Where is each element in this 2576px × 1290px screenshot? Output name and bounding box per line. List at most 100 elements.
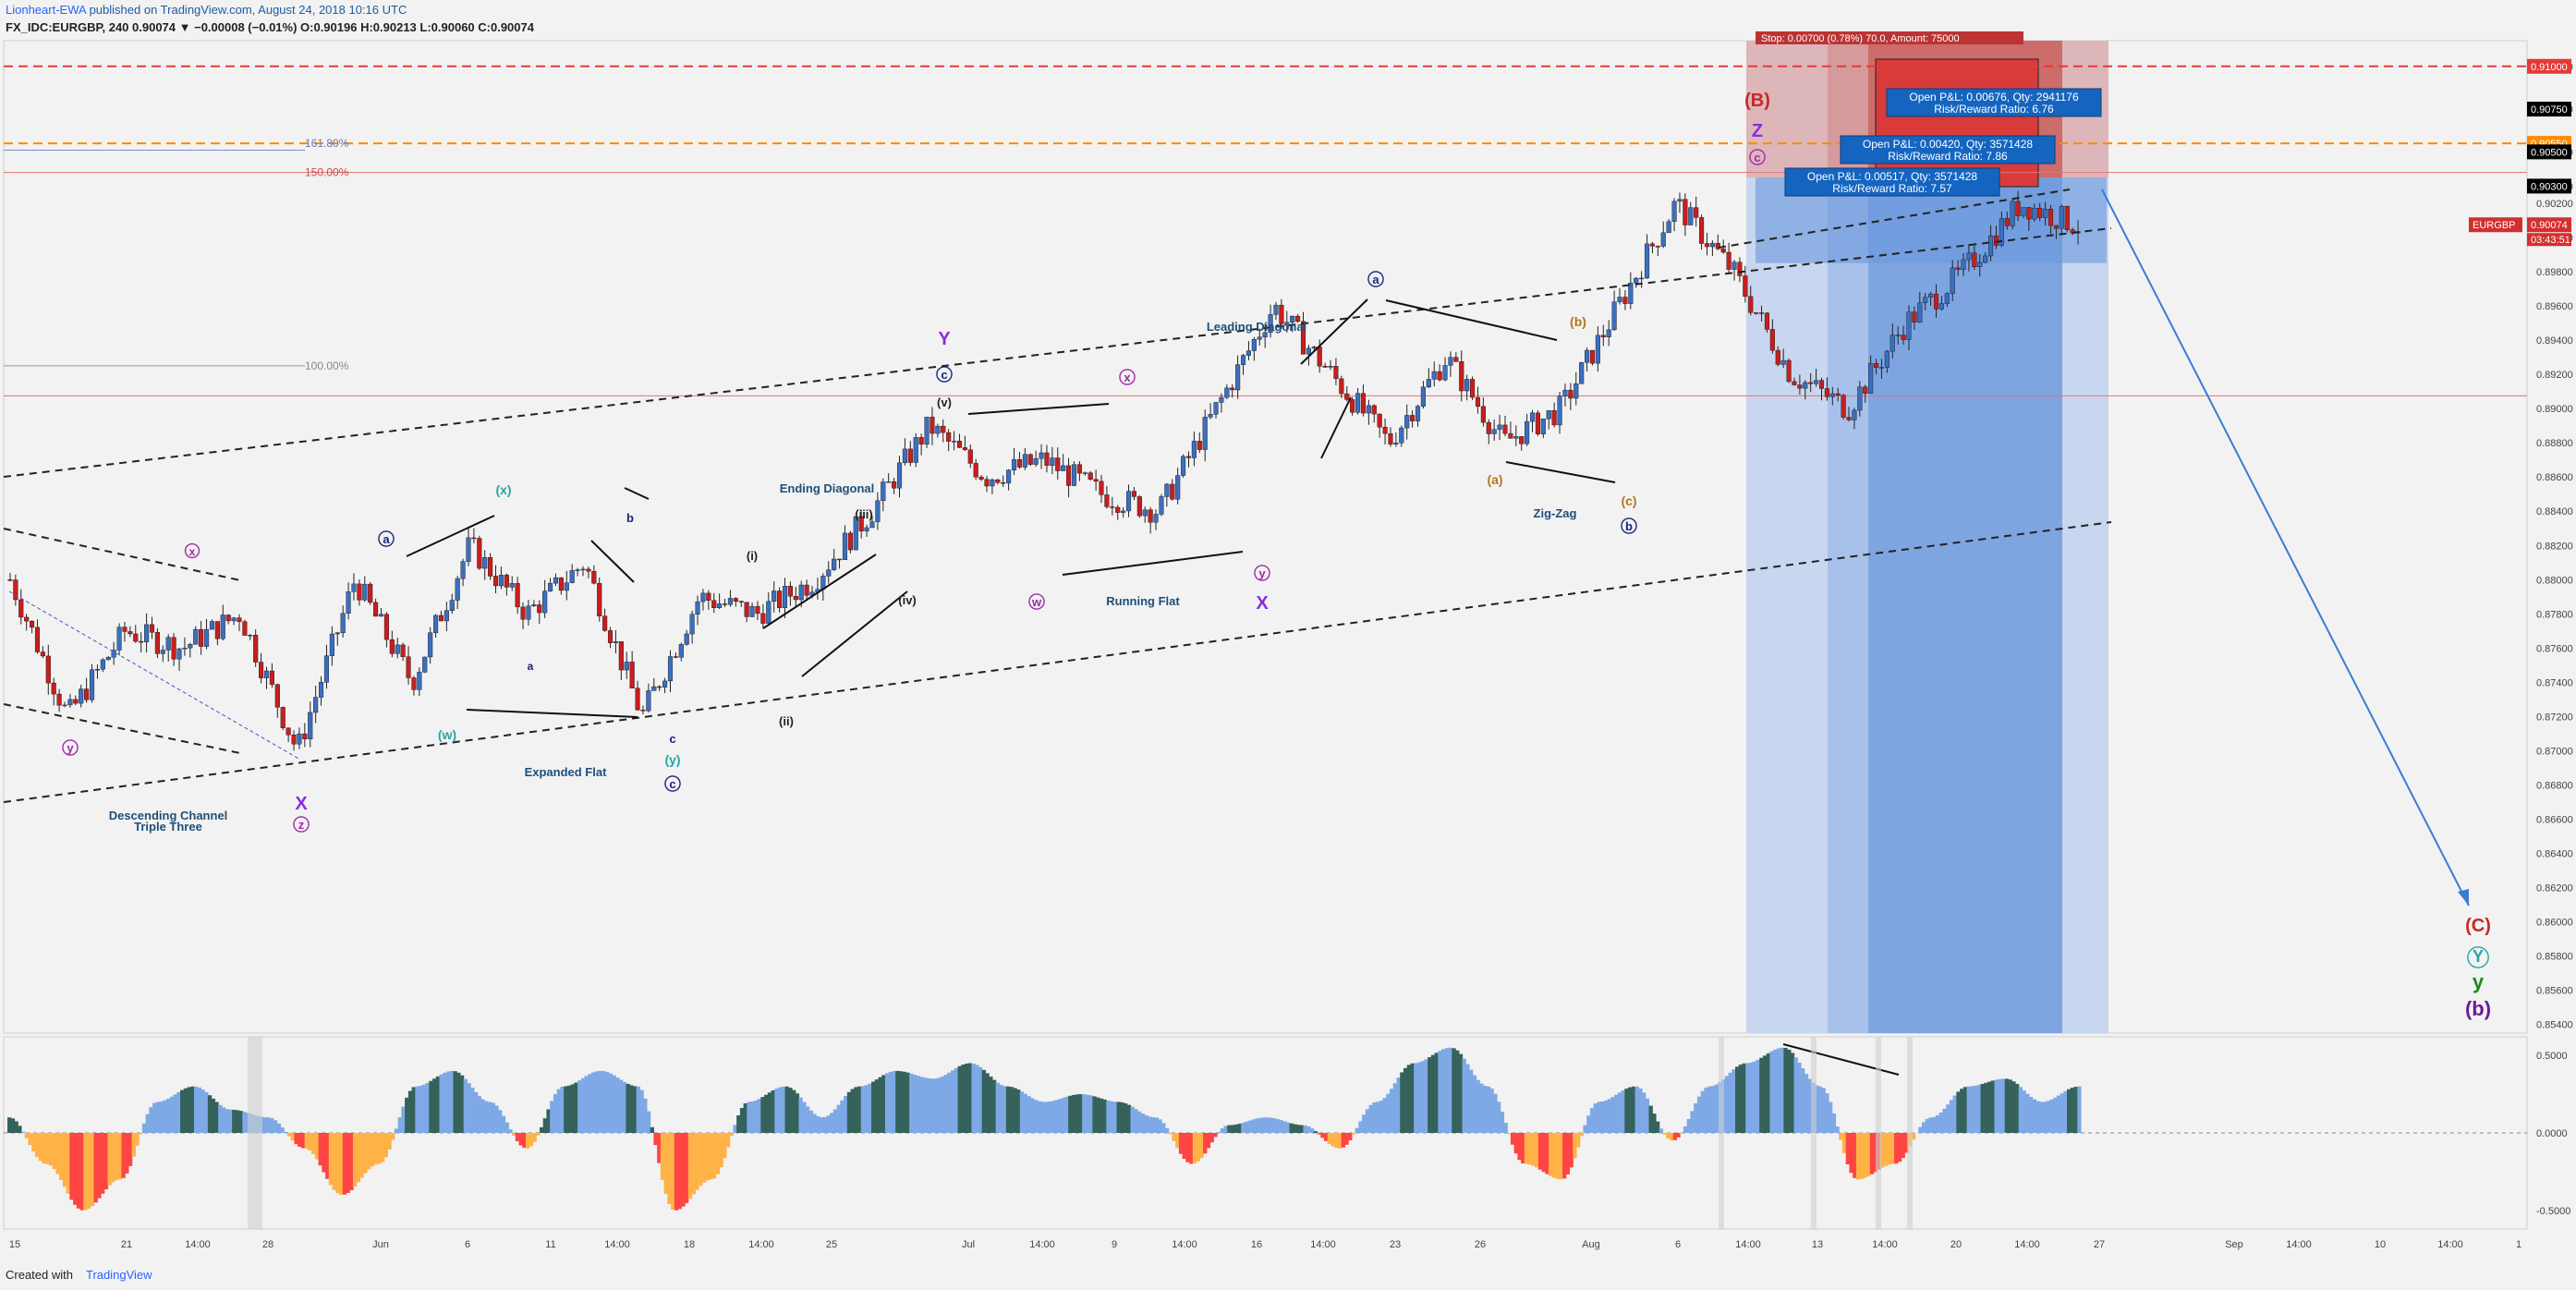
osc-bar bbox=[266, 1117, 271, 1133]
position-info-bg bbox=[1886, 88, 2102, 117]
osc-bar bbox=[20, 1131, 26, 1133]
osc-bar bbox=[238, 1111, 243, 1133]
candle bbox=[1235, 355, 1241, 399]
price-badge-current-bg bbox=[2527, 217, 2571, 233]
osc-bar bbox=[10, 1118, 16, 1133]
osc-bar bbox=[1911, 1133, 1916, 1140]
candle bbox=[586, 566, 591, 578]
candle bbox=[548, 578, 553, 592]
candle bbox=[346, 582, 351, 620]
wave-label: (iii) bbox=[855, 507, 873, 521]
osc-bar bbox=[149, 1107, 153, 1133]
osc-bar bbox=[38, 1133, 43, 1162]
osc-bar bbox=[1642, 1092, 1646, 1133]
osc-bar bbox=[1728, 1072, 1732, 1133]
candle-body bbox=[1677, 199, 1683, 202]
candle-body bbox=[1562, 389, 1568, 397]
wave-label: y bbox=[67, 741, 74, 755]
osc-bar bbox=[1064, 1096, 1069, 1133]
candle bbox=[537, 600, 542, 625]
osc-bar bbox=[566, 1085, 572, 1133]
candle bbox=[1912, 306, 1917, 330]
candle bbox=[1257, 328, 1262, 347]
candle-body bbox=[433, 615, 439, 633]
candle-body bbox=[231, 617, 237, 622]
candle-body bbox=[313, 697, 319, 713]
candle bbox=[1764, 311, 1769, 333]
candle bbox=[100, 658, 105, 673]
candle bbox=[902, 438, 907, 466]
osc-bar bbox=[1762, 1055, 1768, 1133]
candle bbox=[406, 646, 411, 685]
osc-bar bbox=[494, 1105, 499, 1133]
candle-body bbox=[286, 727, 291, 736]
candle-body bbox=[1110, 506, 1115, 508]
wave-label-circle bbox=[1367, 271, 1384, 287]
wave-trend-line bbox=[762, 554, 877, 629]
candle bbox=[1525, 413, 1530, 446]
candle bbox=[144, 613, 150, 652]
osc-bar bbox=[1261, 1117, 1266, 1133]
candle-body bbox=[291, 735, 297, 745]
projection-arrowhead bbox=[2458, 889, 2469, 906]
candle bbox=[89, 663, 95, 703]
osc-bar bbox=[667, 1133, 672, 1205]
candle bbox=[1110, 496, 1115, 516]
position-info[interactable]: Open P&L: 0.00676, Qty: 2941176Risk/Rewa… bbox=[1886, 88, 2102, 117]
candle bbox=[1213, 402, 1219, 419]
osc-bar bbox=[1044, 1101, 1049, 1133]
candle-body bbox=[1268, 314, 1273, 334]
osc-bar bbox=[439, 1074, 444, 1133]
tradingview-logo-link[interactable]: TradingView bbox=[85, 1268, 152, 1282]
candle-body bbox=[1873, 362, 1879, 368]
candle bbox=[607, 627, 614, 649]
wave-label: (b) bbox=[2465, 997, 2491, 1020]
osc-bar bbox=[18, 1126, 22, 1133]
osc-bar bbox=[2067, 1089, 2072, 1133]
candle bbox=[253, 629, 259, 667]
candle bbox=[357, 579, 362, 606]
y-tick-label: 0.87800 bbox=[2536, 609, 2573, 620]
osc-bar bbox=[1005, 1086, 1011, 1133]
position-info[interactable]: Open P&L: 0.00420, Qty: 3571428Risk/Rewa… bbox=[1840, 135, 2056, 164]
osc-bar bbox=[522, 1133, 527, 1149]
x-tick-label: 14:00 bbox=[185, 1239, 211, 1250]
candle-body bbox=[847, 532, 853, 551]
stop-box[interactable] bbox=[1875, 58, 2039, 188]
osc-bar bbox=[373, 1133, 378, 1165]
osc-bar bbox=[1960, 1089, 1964, 1133]
osc-bar bbox=[1869, 1133, 1875, 1174]
candle-body bbox=[67, 699, 73, 706]
candle bbox=[1639, 271, 1645, 288]
osc-bar bbox=[100, 1133, 105, 1194]
osc-bar bbox=[1603, 1100, 1609, 1133]
osc-bar bbox=[660, 1133, 665, 1180]
position-info[interactable]: Open P&L: 0.00517, Qty: 3571428Risk/Rewa… bbox=[1784, 167, 2000, 197]
candle bbox=[133, 625, 139, 643]
osc-bar bbox=[228, 1109, 233, 1133]
osc-bar bbox=[225, 1109, 229, 1133]
candle bbox=[793, 586, 798, 607]
position-rr: Risk/Reward Ratio: 6.76 bbox=[1934, 103, 2054, 116]
candle bbox=[1410, 410, 1416, 428]
candle bbox=[1863, 384, 1868, 403]
candle-body bbox=[946, 432, 952, 442]
osc-bar bbox=[1866, 1133, 1871, 1176]
candle-body bbox=[869, 521, 875, 529]
pattern-annotation: Descending Channel bbox=[109, 809, 228, 822]
candle-body bbox=[122, 627, 128, 632]
candle-body bbox=[1181, 456, 1186, 476]
osc-bar bbox=[1994, 1079, 1999, 1133]
osc-bar bbox=[325, 1133, 330, 1179]
candle-body bbox=[613, 641, 618, 643]
candle bbox=[629, 651, 635, 689]
candle-body bbox=[657, 686, 662, 688]
candle bbox=[1606, 320, 1611, 347]
candle-body bbox=[1497, 424, 1502, 430]
osc-bar bbox=[34, 1133, 40, 1158]
x-tick-label: Jun bbox=[372, 1239, 389, 1250]
candle-body bbox=[864, 527, 869, 532]
author-link[interactable]: Lionheart-EWA bbox=[6, 3, 86, 17]
osc-bar bbox=[435, 1076, 441, 1133]
